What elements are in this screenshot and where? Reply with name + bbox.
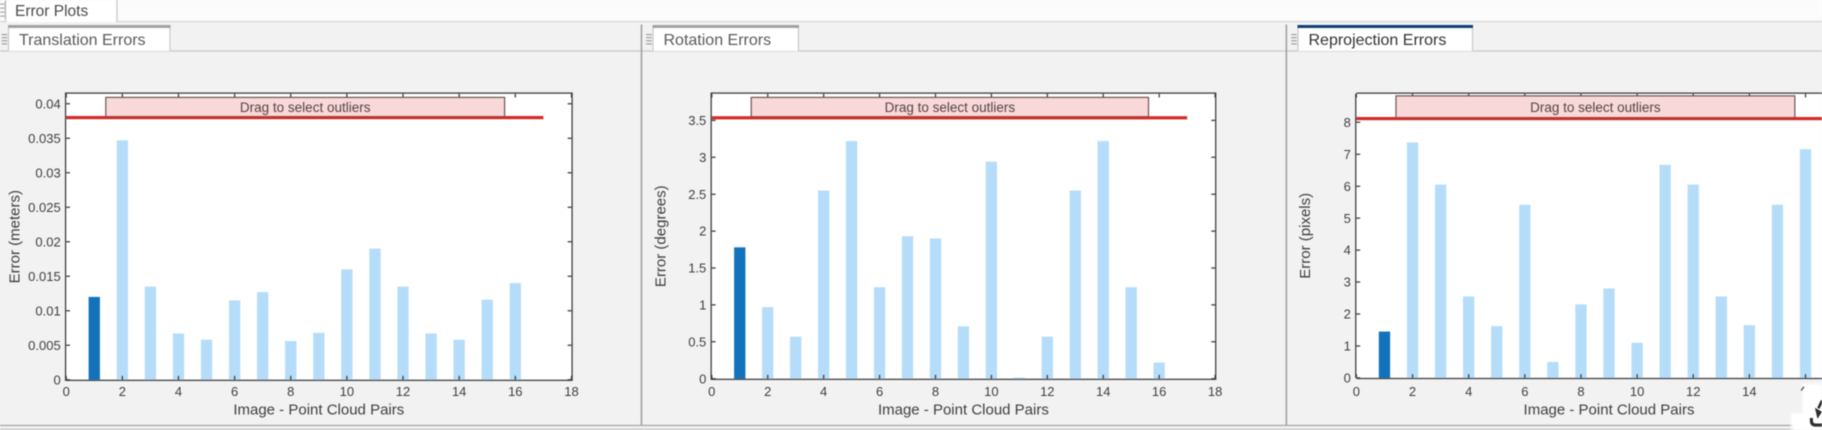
svg-text:0: 0 [53, 372, 60, 387]
svg-text:0.005: 0.005 [28, 338, 61, 353]
svg-text:14: 14 [1742, 384, 1756, 399]
svg-text:1.5: 1.5 [688, 261, 706, 276]
svg-text:0.04: 0.04 [35, 96, 60, 111]
svg-text:5: 5 [1344, 211, 1351, 226]
svg-text:0: 0 [1353, 384, 1360, 399]
svg-text:Image - Point Cloud Pairs: Image - Point Cloud Pairs [878, 402, 1049, 419]
svg-text:2: 2 [699, 224, 706, 239]
svg-text:18: 18 [1208, 384, 1222, 399]
svg-text:3.5: 3.5 [688, 113, 706, 128]
svg-text:8: 8 [287, 384, 294, 399]
svg-text:8: 8 [932, 384, 939, 399]
svg-text:0: 0 [699, 371, 706, 386]
svg-text:10: 10 [340, 384, 354, 399]
svg-text:0.035: 0.035 [28, 131, 61, 146]
svg-text:0.025: 0.025 [28, 200, 61, 215]
svg-text:Drag to select outliers: Drag to select outliers [240, 100, 371, 115]
svg-text:2: 2 [119, 384, 126, 399]
svg-text:6: 6 [1344, 179, 1351, 194]
svg-text:6: 6 [876, 384, 883, 399]
svg-text:Reprojection Errors: Reprojection Errors [1309, 32, 1447, 49]
svg-text:Error Plots: Error Plots [15, 3, 88, 20]
svg-text:Drag to select outliers: Drag to select outliers [885, 100, 1016, 115]
svg-text:Image - Point Cloud Pairs: Image - Point Cloud Pairs [1524, 402, 1695, 419]
svg-text:0: 0 [708, 384, 715, 399]
svg-text:Error (degrees): Error (degrees) [652, 185, 669, 287]
svg-text:3: 3 [1344, 275, 1351, 290]
svg-text:14: 14 [452, 384, 466, 399]
svg-text:2.5: 2.5 [688, 187, 706, 202]
svg-text:4: 4 [175, 384, 182, 399]
svg-text:0.5: 0.5 [688, 334, 706, 349]
svg-text:12: 12 [396, 384, 410, 399]
svg-text:4: 4 [1465, 384, 1472, 399]
svg-text:0: 0 [1344, 371, 1351, 386]
svg-text:6: 6 [231, 384, 238, 399]
svg-text:2: 2 [1409, 384, 1416, 399]
svg-text:1: 1 [699, 298, 706, 313]
svg-text:14: 14 [1096, 384, 1110, 399]
svg-text:3: 3 [699, 150, 706, 165]
svg-text:10: 10 [984, 384, 998, 399]
svg-text:1: 1 [1344, 339, 1351, 354]
svg-text:Rotation Errors: Rotation Errors [664, 32, 772, 49]
svg-text:8: 8 [1577, 384, 1584, 399]
svg-text:Error (pixels): Error (pixels) [1297, 193, 1314, 279]
svg-text:16: 16 [508, 384, 522, 399]
svg-text:Error (meters): Error (meters) [7, 190, 24, 283]
svg-text:0.02: 0.02 [35, 234, 60, 249]
svg-text:7: 7 [1344, 147, 1351, 162]
svg-text:16: 16 [1152, 384, 1166, 399]
svg-text:Translation Errors: Translation Errors [19, 32, 146, 49]
svg-text:2: 2 [764, 384, 771, 399]
svg-text:0: 0 [63, 384, 70, 399]
svg-text:12: 12 [1686, 384, 1700, 399]
svg-text:4: 4 [1344, 243, 1351, 258]
svg-text:0.01: 0.01 [35, 303, 60, 318]
svg-text:0.015: 0.015 [28, 269, 61, 284]
svg-text:8: 8 [1344, 115, 1351, 130]
svg-text:18: 18 [564, 384, 578, 399]
svg-text:12: 12 [1040, 384, 1054, 399]
svg-text:10: 10 [1630, 384, 1644, 399]
svg-text:4: 4 [820, 384, 827, 399]
svg-text:6: 6 [1521, 384, 1528, 399]
svg-text:Image - Point Cloud Pairs: Image - Point Cloud Pairs [233, 402, 404, 419]
svg-text:0.03: 0.03 [35, 165, 60, 180]
svg-text:2: 2 [1344, 307, 1351, 322]
svg-text:Drag to select outliers: Drag to select outliers [1530, 100, 1661, 115]
